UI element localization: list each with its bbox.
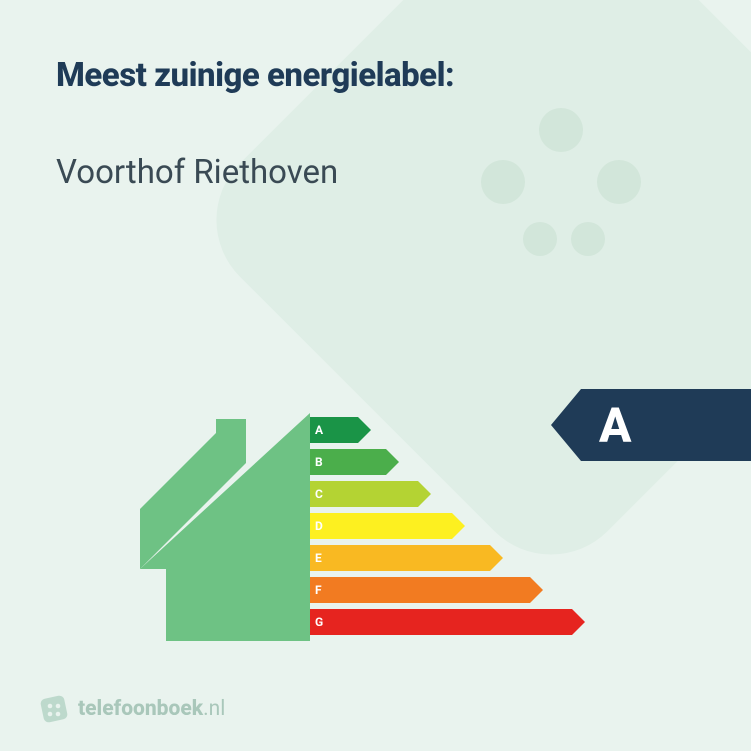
brand-logo-icon	[40, 695, 68, 723]
energy-bar-body	[306, 545, 490, 571]
energy-bar-label: F	[315, 583, 322, 597]
indicator-arrow-tip	[551, 389, 581, 461]
energy-bar-e: E	[306, 545, 646, 571]
energy-bar-label: C	[315, 487, 323, 501]
selected-rating-label: A	[581, 389, 751, 461]
selected-rating-indicator: A	[551, 389, 751, 461]
energy-bar-body	[306, 417, 358, 443]
energy-bar-tip	[358, 417, 371, 443]
energy-bar-label: G	[315, 615, 323, 629]
energy-bar-tip	[490, 545, 503, 571]
energy-bar-c: C	[306, 481, 646, 507]
energy-bar-label: B	[315, 455, 323, 469]
energy-bar-body	[306, 513, 452, 539]
footer: telefoonboek.nl	[40, 695, 225, 723]
location-name: Voorthof Riethoven	[56, 153, 701, 192]
energy-bar-label: E	[315, 551, 322, 565]
energy-bar-body	[306, 609, 572, 635]
house-icon	[140, 413, 310, 641]
brand-name-bold: telefoonboek	[78, 697, 203, 721]
energy-bar-f: F	[306, 577, 646, 603]
energy-bar-tip	[530, 577, 543, 603]
energy-bar-body	[306, 577, 530, 603]
energy-bar-tip	[418, 481, 431, 507]
energy-bar-g: G	[306, 609, 646, 635]
brand-name-tld: .nl	[203, 697, 225, 721]
energy-bar-d: D	[306, 513, 646, 539]
page-title: Meest zuinige energielabel:	[56, 56, 701, 95]
energy-bar-label: A	[315, 423, 323, 437]
energy-bar-tip	[452, 513, 465, 539]
brand-text: telefoonboek.nl	[78, 697, 225, 721]
energy-bar-tip	[386, 449, 399, 475]
energy-bar-label: D	[315, 519, 323, 533]
energy-bar-tip	[572, 609, 585, 635]
